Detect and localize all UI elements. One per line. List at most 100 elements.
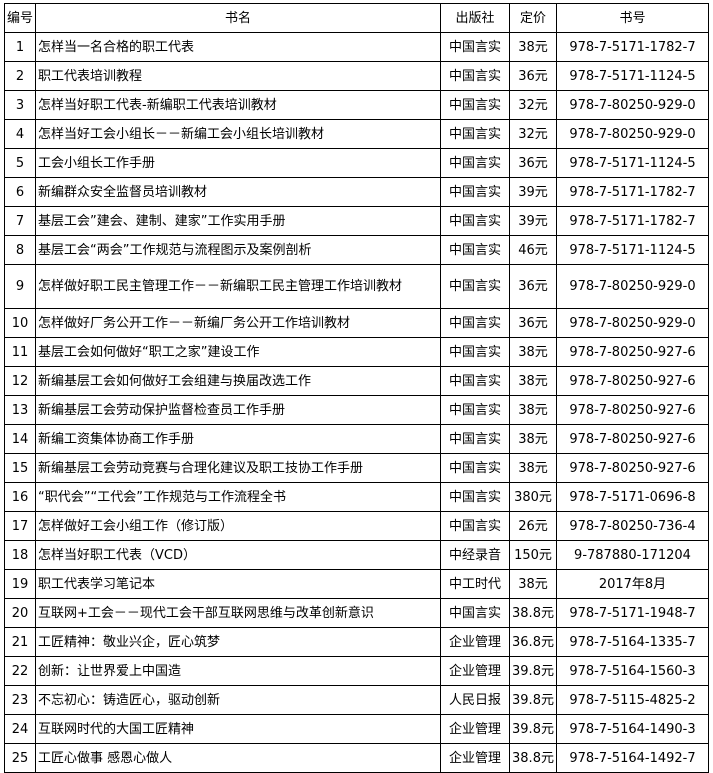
cell-isbn: 978-7-5115-4825-2	[556, 685, 709, 715]
table-row: 10 怎样做好厂务公开工作－－新编厂务公开工作培训教材 中国言实 36元 978-7-8…	[4, 308, 709, 338]
cell-number: 16	[4, 482, 36, 512]
cell-publisher: 中国言实	[440, 148, 510, 178]
cell-publisher: 中工时代	[440, 569, 510, 599]
cell-title: 新编基层工会劳动保护监督检查员工作手册	[35, 395, 441, 425]
cell-price: 39.8元	[509, 656, 557, 686]
cell-publisher: 企业管理	[440, 656, 510, 686]
cell-isbn: 978-7-80250-927-6	[556, 337, 709, 367]
cell-publisher: 中国言实	[440, 424, 510, 454]
table-body: 1 怎样当一名合格的职工代表 中国言实 38元 978-7-5171-1782-7 2 职工…	[4, 32, 709, 773]
cell-number: 12	[4, 366, 36, 396]
cell-isbn: 978-7-80250-929-0	[556, 90, 709, 120]
header-title: 书名	[35, 3, 441, 33]
cell-isbn: 978-7-5171-1124-5	[556, 61, 709, 91]
cell-isbn: 978-7-80250-927-6	[556, 395, 709, 425]
table-row: 18 怎样当好职工代表（VCD） 中经录音 150元 9-787880-171204	[4, 540, 709, 570]
cell-isbn: 978-7-5171-1782-7	[556, 206, 709, 236]
cell-number: 23	[4, 685, 36, 715]
cell-title: 怎样当好工会小组长－－新编工会小组长培训教材	[35, 119, 441, 149]
cell-isbn: 978-7-5171-0696-8	[556, 482, 709, 512]
table-row: 25 工匠心做事 感恩心做人 企业管理 38.8元 978-7-5164-1492-7	[4, 743, 709, 773]
cell-number: 24	[4, 714, 36, 744]
cell-publisher: 中国言实	[440, 366, 510, 396]
cell-title: 创新：让世界爱上中国造	[35, 656, 441, 686]
table-row: 7 基层工会”建会、建制、建家”工作实用手册 中国言实 39元 978-7-5171-1…	[4, 206, 709, 236]
cell-publisher: 中国言实	[440, 177, 510, 207]
cell-price: 39元	[509, 206, 557, 236]
cell-publisher: 中国言实	[440, 482, 510, 512]
cell-title: 不忘初心：铸造匠心，驱动创新	[35, 685, 441, 715]
cell-title: 工会小组长工作手册	[35, 148, 441, 178]
cell-price: 36元	[509, 264, 557, 309]
cell-number: 7	[4, 206, 36, 236]
table-row: 13 新编基层工会劳动保护监督检查员工作手册 中国言实 38元 978-7-80250-…	[4, 395, 709, 425]
cell-publisher: 企业管理	[440, 714, 510, 744]
cell-price: 38元	[509, 424, 557, 454]
cell-title: 工匠心做事 感恩心做人	[35, 743, 441, 773]
table-row: 15 新编基层工会劳动竞赛与合理化建议及职工技协工作手册 中国言实 38元 978-7-…	[4, 453, 709, 483]
cell-publisher: 人民日报	[440, 685, 510, 715]
cell-isbn: 978-7-5164-1335-7	[556, 627, 709, 657]
cell-isbn: 978-7-5171-1948-7	[556, 598, 709, 628]
cell-isbn: 978-7-5171-1782-7	[556, 177, 709, 207]
cell-price: 38元	[509, 395, 557, 425]
cell-price: 39元	[509, 177, 557, 207]
cell-title: 工匠精神：敬业兴企，匠心筑梦	[35, 627, 441, 657]
cell-isbn: 978-7-5171-1124-5	[556, 148, 709, 178]
cell-price: 36元	[509, 308, 557, 338]
cell-publisher: 中国言实	[440, 395, 510, 425]
table-row: 2 职工代表培训教程 中国言实 36元 978-7-5171-1124-5	[4, 61, 709, 91]
cell-price: 38元	[509, 337, 557, 367]
cell-price: 38.8元	[509, 743, 557, 773]
cell-price: 38元	[509, 32, 557, 62]
cell-isbn: 978-7-5164-1490-3	[556, 714, 709, 744]
cell-publisher: 中国言实	[440, 308, 510, 338]
cell-publisher: 中国言实	[440, 264, 510, 309]
cell-isbn: 978-7-80250-929-0	[556, 119, 709, 149]
cell-isbn: 978-7-80250-927-6	[556, 424, 709, 454]
cell-isbn: 978-7-80250-929-0	[556, 308, 709, 338]
cell-price: 38.8元	[509, 598, 557, 628]
cell-title: 怎样当好职工代表（VCD）	[35, 540, 441, 570]
cell-publisher: 中国言实	[440, 337, 510, 367]
cell-price: 39.8元	[509, 685, 557, 715]
cell-publisher: 中国言实	[440, 90, 510, 120]
cell-price: 32元	[509, 90, 557, 120]
table-row: 6 新编群众安全监督员培训教材 中国言实 39元 978-7-5171-1782-7	[4, 177, 709, 207]
cell-publisher: 中国言实	[440, 61, 510, 91]
cell-title: 基层工会如何做好“职工之家”建设工作	[35, 337, 441, 367]
cell-publisher: 中国言实	[440, 453, 510, 483]
cell-publisher: 企业管理	[440, 743, 510, 773]
cell-isbn: 2017年8月	[556, 569, 709, 599]
table-row: 4 怎样当好工会小组长－－新编工会小组长培训教材 中国言实 32元 978-7-8025…	[4, 119, 709, 149]
cell-number: 14	[4, 424, 36, 454]
cell-isbn: 978-7-80250-736-4	[556, 511, 709, 541]
cell-title: 怎样做好工会小组工作（修订版）	[35, 511, 441, 541]
table-row: 16 “职代会”“工代会”工作规范与工作流程全书 中国言实 380元 978-7-517…	[4, 482, 709, 512]
cell-number: 20	[4, 598, 36, 628]
cell-number: 2	[4, 61, 36, 91]
cell-price: 38元	[509, 453, 557, 483]
cell-isbn: 978-7-80250-927-6	[556, 453, 709, 483]
table-row: 5 工会小组长工作手册 中国言实 36元 978-7-5171-1124-5	[4, 148, 709, 178]
table-row: 20 互联网+工会－－现代工会干部互联网思维与改革创新意识 中国言实 38.8元 978…	[4, 598, 709, 628]
cell-number: 15	[4, 453, 36, 483]
table-row: 3 怎样当好职工代表-新编职工代表培训教材 中国言实 32元 978-7-80250-9…	[4, 90, 709, 120]
cell-title: 怎样当一名合格的职工代表	[35, 32, 441, 62]
cell-publisher: 中国言实	[440, 511, 510, 541]
cell-title: 新编群众安全监督员培训教材	[35, 177, 441, 207]
cell-number: 17	[4, 511, 36, 541]
header-price: 定价	[509, 3, 557, 33]
cell-number: 5	[4, 148, 36, 178]
book-list-table: 编号 书名 出版社 定价 书号 1 怎样当一名合格的职工代表 中国言实 38元 978-…	[4, 3, 709, 773]
header-isbn: 书号	[556, 3, 709, 33]
cell-number: 21	[4, 627, 36, 657]
cell-isbn: 978-7-5171-1782-7	[556, 32, 709, 62]
cell-title: 新编工资集体协商工作手册	[35, 424, 441, 454]
cell-price: 36元	[509, 148, 557, 178]
table-row: 9 怎样做好职工民主管理工作－－新编职工民主管理工作培训教材 中国言实 36元 978-…	[4, 264, 709, 309]
cell-price: 36.8元	[509, 627, 557, 657]
cell-title: 职工代表培训教程	[35, 61, 441, 91]
table-row: 11 基层工会如何做好“职工之家”建设工作 中国言实 38元 978-7-80250-9…	[4, 337, 709, 367]
header-row: 编号 书名 出版社 定价 书号	[4, 3, 709, 33]
